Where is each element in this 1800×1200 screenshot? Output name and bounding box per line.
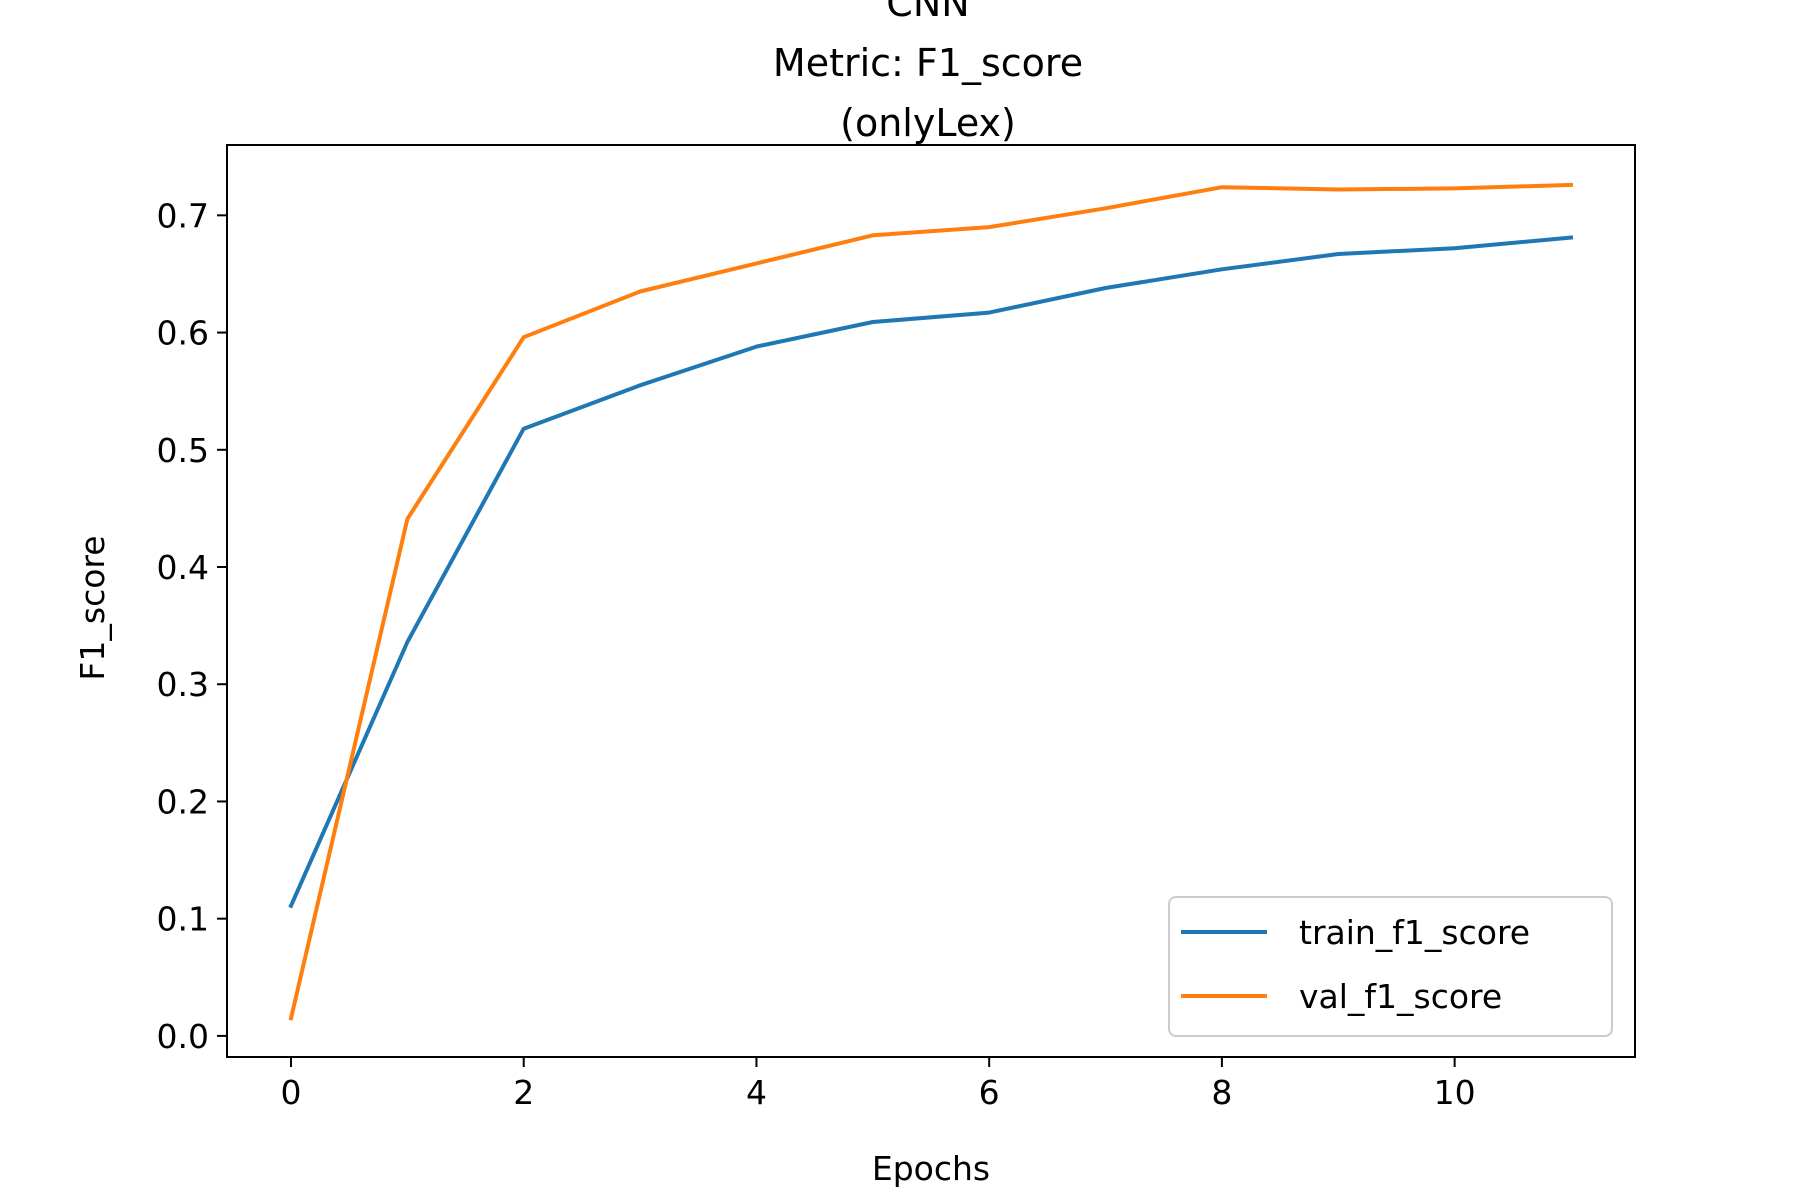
x-tick-label: 4 bbox=[746, 1073, 767, 1112]
legend: train_f1_score val_f1_score bbox=[1168, 896, 1613, 1037]
train-f1-score-line bbox=[288, 235, 1574, 909]
y-axis-label: F1_score bbox=[73, 535, 112, 680]
y-tick-label: 0.3 bbox=[157, 665, 209, 704]
val-f1-score-line bbox=[288, 182, 1574, 1021]
chart-title-line: CNN bbox=[886, 0, 969, 25]
y-axis: 0.0 0.1 0.2 0.3 0.4 0.5 0.6 0.7 bbox=[157, 196, 227, 1056]
plot-area-frame bbox=[226, 144, 1636, 1058]
chart-title-line: (onlyLex) bbox=[840, 101, 1016, 145]
y-tick-label: 0.0 bbox=[157, 1017, 209, 1056]
chart-title: CNN Metric: F1_score (onlyLex) bbox=[773, 0, 1083, 145]
x-axis: 0 2 4 6 8 10 bbox=[281, 1057, 1476, 1112]
y-tick-label: 0.4 bbox=[157, 548, 209, 587]
x-axis-label: Epochs bbox=[872, 1149, 990, 1188]
x-tick-label: 0 bbox=[281, 1073, 302, 1112]
x-tick-label: 6 bbox=[979, 1073, 1000, 1112]
y-tick-label: 0.2 bbox=[157, 782, 209, 821]
legend-label: train_f1_score bbox=[1299, 913, 1530, 952]
y-tick-label: 0.5 bbox=[157, 431, 209, 470]
x-tick-label: 8 bbox=[1211, 1073, 1232, 1112]
x-tick-label: 2 bbox=[513, 1073, 534, 1112]
chart-title-line: Metric: F1_score bbox=[773, 41, 1083, 85]
x-tick-label: 10 bbox=[1434, 1073, 1476, 1112]
y-tick-label: 0.7 bbox=[157, 196, 209, 235]
y-tick-label: 0.1 bbox=[157, 900, 209, 939]
legend-box bbox=[1168, 896, 1613, 1037]
y-tick-label: 0.6 bbox=[157, 314, 209, 353]
series-lines bbox=[288, 182, 1574, 1021]
legend-label: val_f1_score bbox=[1299, 977, 1502, 1016]
